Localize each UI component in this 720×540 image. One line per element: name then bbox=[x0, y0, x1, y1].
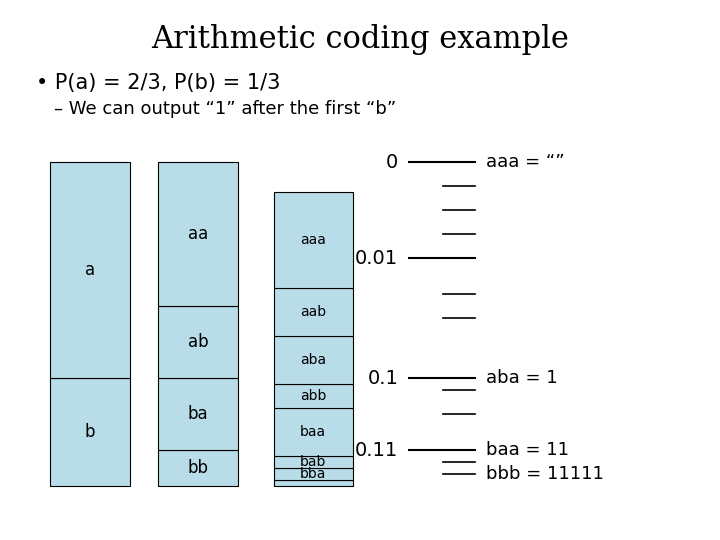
Bar bbox=[158, 162, 238, 306]
Bar bbox=[274, 480, 353, 486]
Text: bab: bab bbox=[300, 455, 326, 469]
Bar bbox=[274, 192, 353, 288]
Text: ab: ab bbox=[188, 333, 208, 351]
Text: aaa = “”: aaa = “” bbox=[486, 153, 564, 171]
Text: aba = 1: aba = 1 bbox=[486, 369, 557, 387]
Bar bbox=[158, 450, 238, 486]
Bar bbox=[158, 378, 238, 450]
Text: baa = 11: baa = 11 bbox=[486, 441, 569, 459]
Bar bbox=[50, 162, 130, 378]
Bar bbox=[274, 336, 353, 384]
Bar bbox=[274, 384, 353, 408]
Bar bbox=[274, 456, 353, 468]
Text: 0: 0 bbox=[386, 152, 398, 172]
Text: aaa: aaa bbox=[300, 233, 326, 247]
Text: Arithmetic coding example: Arithmetic coding example bbox=[151, 24, 569, 55]
Text: aba: aba bbox=[300, 353, 326, 367]
Text: abb: abb bbox=[300, 389, 326, 403]
Text: bba: bba bbox=[300, 467, 326, 481]
Bar bbox=[274, 288, 353, 336]
Text: 0.11: 0.11 bbox=[355, 441, 398, 460]
Text: bb: bb bbox=[187, 459, 209, 477]
Text: bbb = 11111: bbb = 11111 bbox=[486, 465, 604, 483]
Text: ba: ba bbox=[188, 405, 208, 423]
Text: baa: baa bbox=[300, 425, 326, 439]
Text: b: b bbox=[85, 423, 95, 441]
Text: 0.1: 0.1 bbox=[367, 368, 398, 388]
Bar bbox=[274, 408, 353, 456]
Text: 0.01: 0.01 bbox=[355, 248, 398, 267]
Bar bbox=[274, 468, 353, 480]
Text: • P(a) = 2/3, P(b) = 1/3: • P(a) = 2/3, P(b) = 1/3 bbox=[36, 73, 280, 93]
Text: – We can output “1” after the first “b”: – We can output “1” after the first “b” bbox=[54, 100, 396, 118]
Text: aab: aab bbox=[300, 305, 326, 319]
Text: aa: aa bbox=[188, 225, 208, 243]
Bar bbox=[50, 378, 130, 486]
Bar bbox=[158, 306, 238, 378]
Text: a: a bbox=[85, 261, 95, 279]
